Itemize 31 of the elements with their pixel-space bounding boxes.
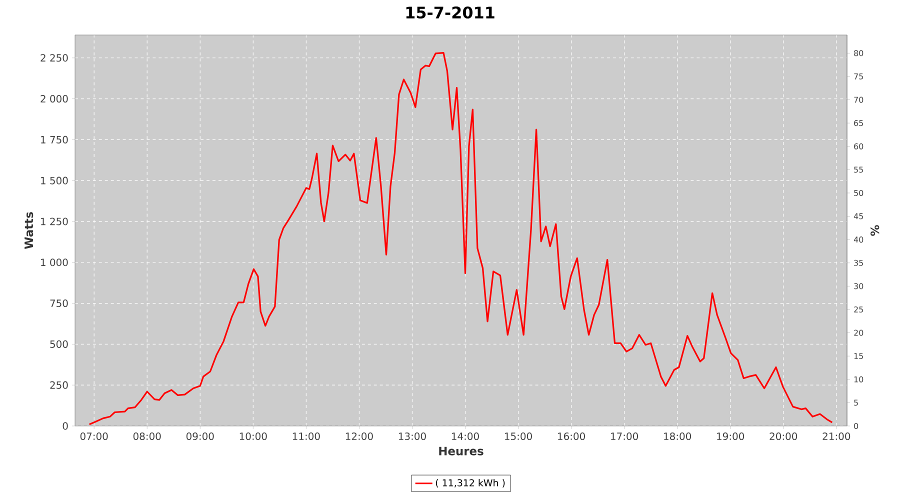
x-tick-label: 10:00	[240, 432, 267, 440]
x-tick-label: 18:00	[664, 432, 692, 440]
x-tick-label: 13:00	[398, 432, 426, 440]
y-tick-label: 250	[50, 381, 68, 389]
y-tick-label: 500	[50, 340, 68, 348]
y-tick-label: 1 500	[41, 176, 68, 184]
x-tick-label: 17:00	[611, 432, 638, 440]
x-tick-label: 15:00	[505, 432, 532, 440]
x-tick-label: 20:00	[770, 432, 798, 440]
x-tick-label: 14:00	[452, 432, 479, 440]
y-tick-label: 2 250	[40, 54, 68, 62]
x-tick-label: 21:00	[822, 432, 850, 440]
x-tick-label: 07:00	[80, 432, 108, 440]
x-tick-label: 08:00	[133, 432, 161, 440]
y2-axis-title: %	[870, 225, 880, 236]
x-tick-label: 19:00	[717, 432, 744, 440]
x-tick-label: 12:00	[346, 432, 373, 440]
legend-label: ( 11,312 kWh )	[436, 479, 505, 488]
x-tick-label: 11:00	[292, 432, 320, 440]
x-axis-title: Heures	[439, 446, 484, 456]
line-series	[88, 52, 833, 426]
y-tick-label: 2 000	[40, 95, 68, 103]
y-axis-title: Watts	[24, 212, 34, 250]
y-tick-label: 0	[62, 422, 68, 430]
x-tick-label: 09:00	[186, 432, 214, 440]
y-tick-label: 750	[50, 300, 68, 308]
y-tick-label: 1 000	[41, 258, 68, 266]
x-tick-label: 16:00	[558, 432, 585, 440]
y-tick-label: 1 750	[41, 136, 68, 144]
chart-title: 15-7-2011	[406, 6, 494, 19]
y-tick-label: 1 250	[41, 218, 68, 226]
